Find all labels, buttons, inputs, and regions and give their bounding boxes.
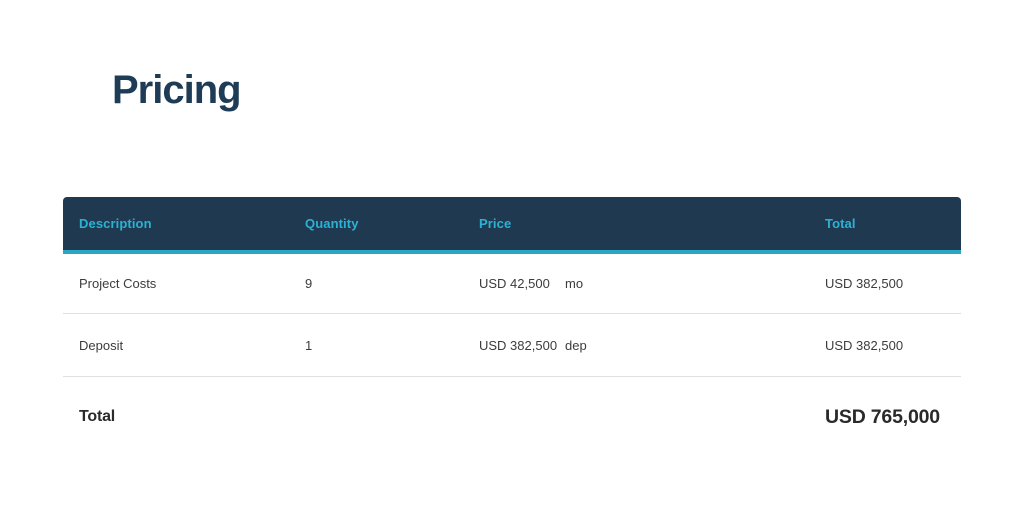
price-unit: dep — [565, 337, 587, 353]
price-amount: USD 42,500 — [479, 276, 550, 291]
summary-total-amount: USD 765,000 — [825, 405, 940, 428]
cell-price: USD 382,500 dep — [479, 338, 825, 353]
column-header-description: Description — [79, 216, 152, 231]
cell-total: USD 382,500 — [825, 276, 904, 291]
table-row: Project Costs 9 USD 42,500 mo USD 382,50… — [63, 254, 961, 314]
cell-quantity: 9 — [305, 276, 313, 291]
table-header-row: Description Quantity Price Total — [63, 197, 961, 254]
column-header-price: Price — [479, 216, 512, 231]
price-amount: USD 382,500 — [479, 337, 558, 353]
column-header-quantity: Quantity — [305, 216, 359, 231]
cell-price: USD 42,500 mo — [479, 276, 825, 291]
table-summary-row: Total USD 765,000 — [63, 377, 961, 457]
summary-total-label: Total — [79, 408, 116, 425]
cell-quantity: 1 — [305, 337, 313, 353]
cell-description: Deposit — [79, 337, 124, 353]
price-unit: mo — [565, 276, 584, 291]
column-header-total: Total — [825, 216, 856, 231]
pricing-table: Description Quantity Price Total Project… — [63, 197, 961, 457]
cell-description: Project Costs — [79, 276, 157, 291]
table-row: Deposit 1 USD 382,500 dep USD 382,500 — [63, 314, 961, 377]
page-title: Pricing — [112, 68, 242, 112]
cell-total: USD 382,500 — [825, 337, 904, 353]
